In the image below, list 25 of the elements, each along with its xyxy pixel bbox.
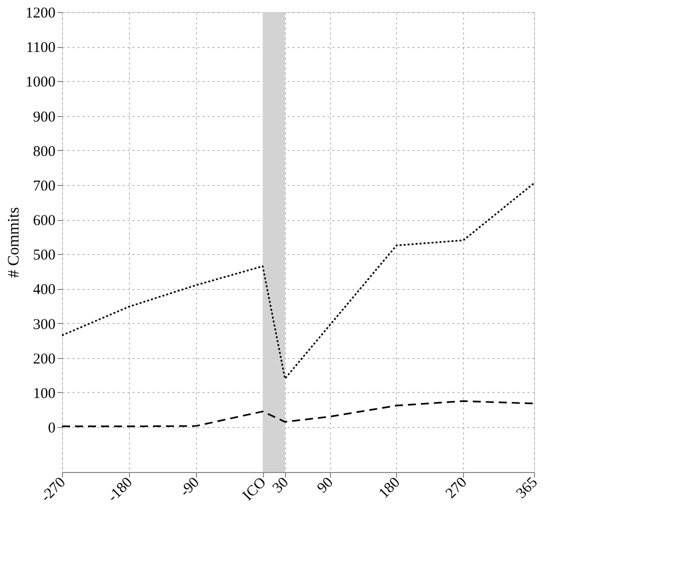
line-series <box>61 182 535 380</box>
x-tick-label: -180 <box>105 474 136 506</box>
y-tick-label: 800 <box>33 144 56 160</box>
y-tick-label: 900 <box>33 109 56 126</box>
x-tick-label: 30 <box>270 474 292 496</box>
y-tick-label: 1100 <box>26 40 56 56</box>
x-tick-label: -90 <box>177 474 203 500</box>
y-tick-label: 400 <box>33 282 56 298</box>
x-tick-label: 365 <box>514 474 541 502</box>
y-tick-label: 0 <box>48 420 56 437</box>
y-tick-label: 100 <box>33 386 56 402</box>
x-tick-label: 90 <box>314 474 336 496</box>
y-tick-label: 1200 <box>26 6 56 22</box>
y-tick-label: 500 <box>33 248 56 264</box>
y-tick-label: 1000 <box>26 74 56 91</box>
y-axis-title: # Commits <box>6 207 22 278</box>
x-tick-label: -270 <box>38 474 69 506</box>
y-tick-label: 700 <box>33 178 56 194</box>
line-series <box>61 400 535 428</box>
y-tick-label: 600 <box>33 213 56 230</box>
y-tick-label: 200 <box>33 351 56 368</box>
y-tick-label: 300 <box>33 316 56 333</box>
x-tick-label: ICO <box>240 474 270 504</box>
x-tick-label: 270 <box>443 474 470 502</box>
x-tick-label: 180 <box>376 474 404 502</box>
